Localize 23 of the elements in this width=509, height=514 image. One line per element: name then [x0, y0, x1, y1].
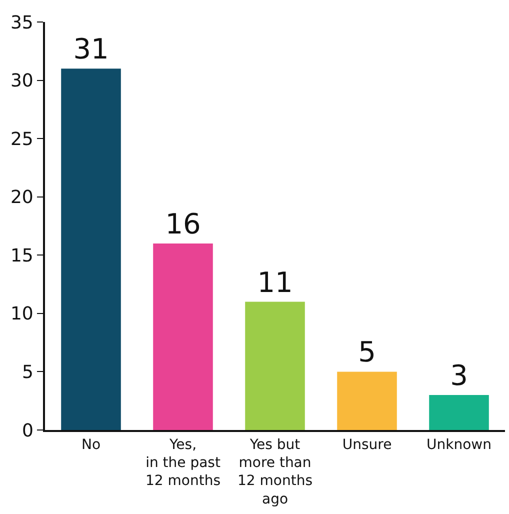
data-label: 16 [165, 207, 201, 240]
y-tick-label: 20 [10, 187, 34, 208]
bar [337, 372, 397, 430]
bar [61, 68, 121, 430]
data-label: 3 [450, 359, 468, 392]
x-tick-label: Yes, in the past 12 months [146, 436, 221, 490]
y-tick-label: 10 [10, 304, 34, 325]
data-label: 31 [73, 32, 109, 66]
bar [153, 243, 213, 430]
x-tick-label: Unsure [342, 436, 392, 453]
data-label: 11 [257, 266, 293, 299]
bar [429, 395, 489, 430]
y-tick-label: 35 [10, 12, 34, 34]
x-tick-label: Yes but more than 12 months ago [238, 436, 312, 508]
x-tick-label: Unknown [426, 436, 492, 453]
y-tick-label: 15 [10, 245, 34, 266]
y-tick-label: 5 [22, 362, 34, 384]
y-tick-label: 25 [10, 128, 34, 150]
y-tick-label: 0 [22, 420, 34, 442]
y-tick-label: 30 [10, 70, 34, 92]
x-tick-label: No [81, 436, 101, 453]
bar [245, 302, 305, 430]
data-label: 5 [358, 336, 376, 369]
